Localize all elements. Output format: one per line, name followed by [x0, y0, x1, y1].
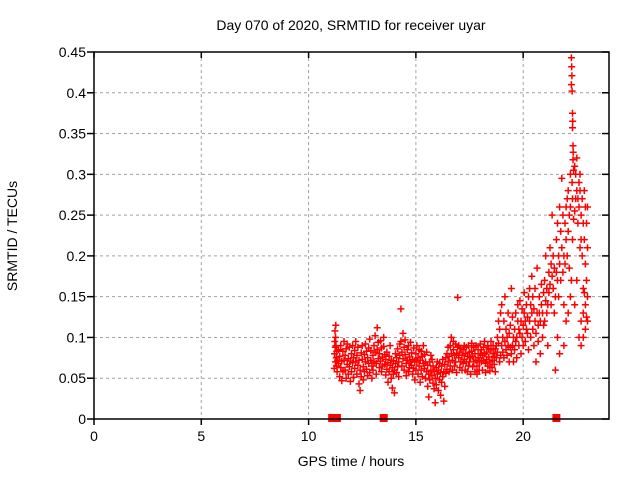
x-tick-label: 15	[408, 428, 424, 444]
gridlines	[94, 52, 609, 419]
chart-title: Day 070 of 2020, SRMTID for receiver uya…	[216, 17, 486, 33]
scatter-points-plus	[330, 54, 591, 407]
y-tick-label: 0.45	[59, 44, 86, 60]
y-tick-label: 0.2	[67, 248, 87, 264]
data-points	[328, 54, 591, 422]
baseline-flag-square	[552, 414, 561, 422]
tick-labels: 0 0.05 0.1 0.15 0.2 0.25 0.3 0.35 0.4 0.45 0 5 10 15 2…	[59, 44, 531, 444]
x-tick-label: 20	[515, 428, 531, 444]
y-tick-label: 0.05	[59, 370, 86, 386]
x-tick-label: 5	[197, 428, 205, 444]
x-axis-label: GPS time / hours	[298, 453, 405, 469]
y-tick-label: 0.35	[59, 126, 86, 142]
y-tick-label: 0	[78, 411, 86, 427]
baseline-flag-square	[328, 414, 337, 422]
y-tick-label: 0.15	[59, 289, 86, 305]
plot-border	[93, 51, 610, 420]
baseline-flag-square	[332, 414, 341, 422]
x-tick-label: 10	[301, 428, 317, 444]
y-tick-label: 0.1	[67, 329, 87, 345]
x-tick-label: 0	[90, 428, 98, 444]
baseline-flag-square	[379, 414, 388, 422]
y-tick-label: 0.4	[67, 85, 87, 101]
y-tick-label: 0.3	[67, 166, 87, 182]
y-tick-label: 0.25	[59, 207, 86, 223]
y-axis-label: SRMTID / TECUs	[4, 181, 20, 291]
